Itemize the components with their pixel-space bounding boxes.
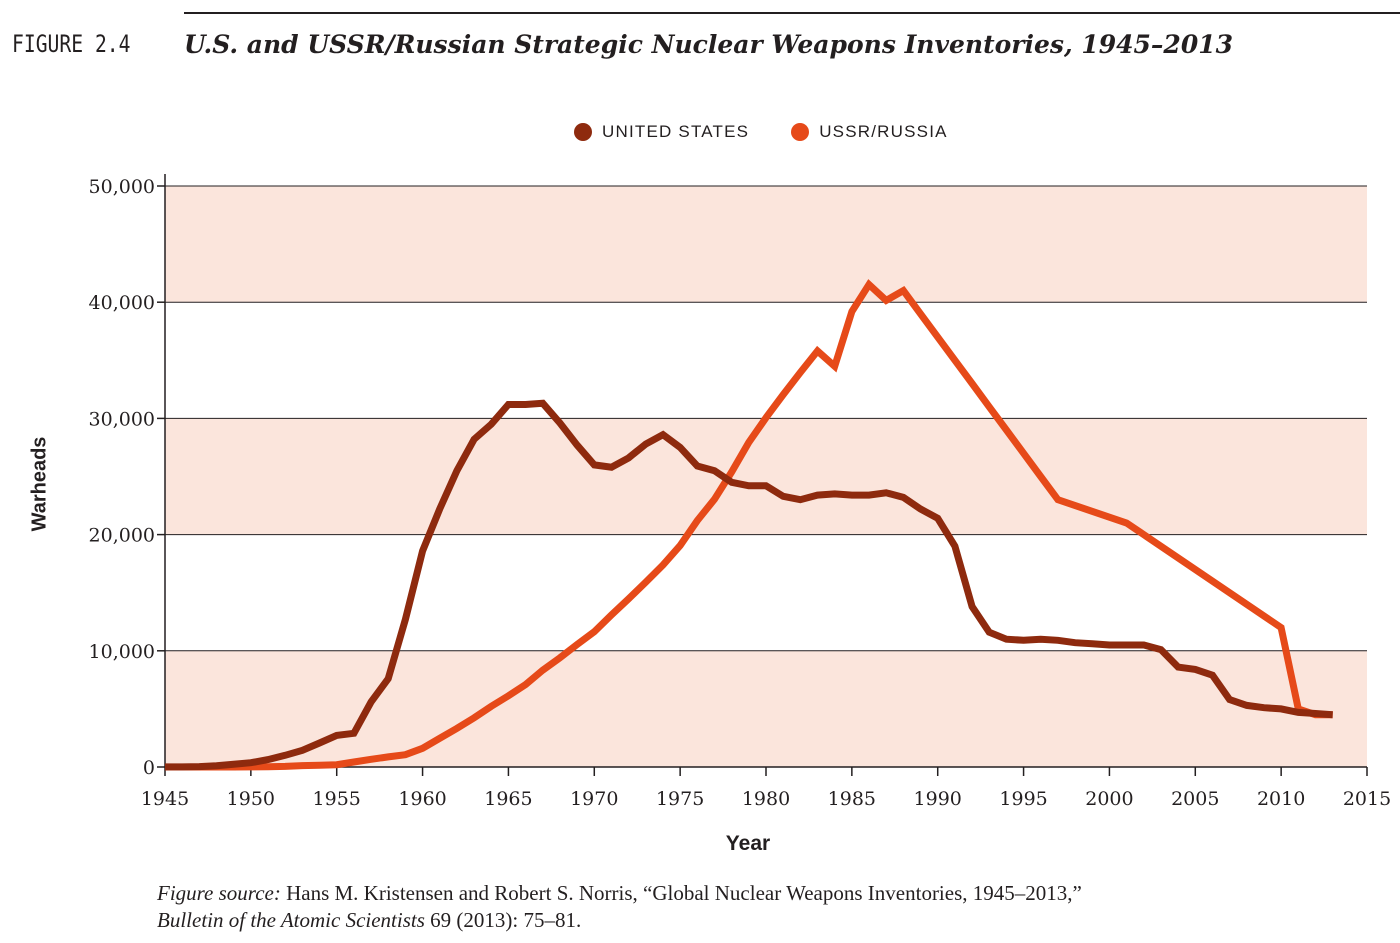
series-lines xyxy=(165,279,1333,771)
background-bands xyxy=(165,186,1367,767)
legend-dot-us xyxy=(574,123,592,141)
x-tick-label: 1985 xyxy=(828,788,876,810)
x-tick-label: 1955 xyxy=(313,788,361,810)
x-tick-label: 2000 xyxy=(1085,788,1133,810)
x-tick-label: 1950 xyxy=(227,788,275,810)
source-citation: 69 (2013): 75–81. xyxy=(424,908,582,932)
figure-label: FIGURE 2.4 xyxy=(12,30,131,58)
figure-title: U.S. and USSR/Russian Strategic Nuclear … xyxy=(184,30,1234,59)
x-tick-label: 2015 xyxy=(1343,788,1391,810)
source-journal: Bulletin of the Atomic Scientists xyxy=(157,908,425,932)
y-tick-label: 10,000 xyxy=(89,641,155,663)
y-tick-label: 20,000 xyxy=(89,525,155,547)
x-tick-label: 1970 xyxy=(570,788,618,810)
legend-label-us: UNITED STATES xyxy=(602,122,750,141)
legend-label-ussr: USSR/RUSSIA xyxy=(819,122,948,141)
x-tick-label: 2005 xyxy=(1171,788,1219,810)
y-tick-label: 30,000 xyxy=(89,408,155,430)
source-text: Hans M. Kristensen and Robert S. Norris,… xyxy=(280,881,1082,905)
x-tick-label: 1995 xyxy=(999,788,1047,810)
legend-item-ussr: USSR/RUSSIA xyxy=(791,122,947,142)
y-tick-label: 40,000 xyxy=(89,292,155,314)
series-line-us xyxy=(165,399,1333,771)
x-tick-label: 1965 xyxy=(484,788,532,810)
legend-item-us: UNITED STATES xyxy=(574,122,749,142)
background-band xyxy=(165,418,1367,535)
x-tick-label: 1960 xyxy=(398,788,446,810)
y-tick-label: 0 xyxy=(143,757,155,779)
y-axis-title: Warheads xyxy=(28,436,51,532)
x-tick-label: 1980 xyxy=(742,788,790,810)
x-tick-label: 1975 xyxy=(656,788,704,810)
y-tick-labels: 0 10,000 20,000 30,000 40,000 50,000 xyxy=(89,176,155,779)
figure-source: Figure source: Hans M. Kristensen and Ro… xyxy=(157,880,1377,934)
source-prefix: Figure source: xyxy=(157,881,281,905)
x-tick-label: 2010 xyxy=(1257,788,1305,810)
series-line-ussr xyxy=(165,279,1333,771)
legend: UNITED STATES USSR/RUSSIA xyxy=(574,122,948,142)
x-axis-title: Year xyxy=(725,832,771,855)
x-tick-label: 1945 xyxy=(141,788,189,810)
background-band xyxy=(165,186,1367,303)
top-rule xyxy=(184,12,1400,14)
legend-dot-ussr xyxy=(791,123,810,141)
x-tick-labels: 1945 1950 1955 1960 1965 1970 1975 1980 1985 1990… xyxy=(141,788,1391,810)
y-tick-label: 50,000 xyxy=(89,176,155,198)
axes xyxy=(157,174,1368,776)
x-tick-label: 1990 xyxy=(914,788,962,810)
